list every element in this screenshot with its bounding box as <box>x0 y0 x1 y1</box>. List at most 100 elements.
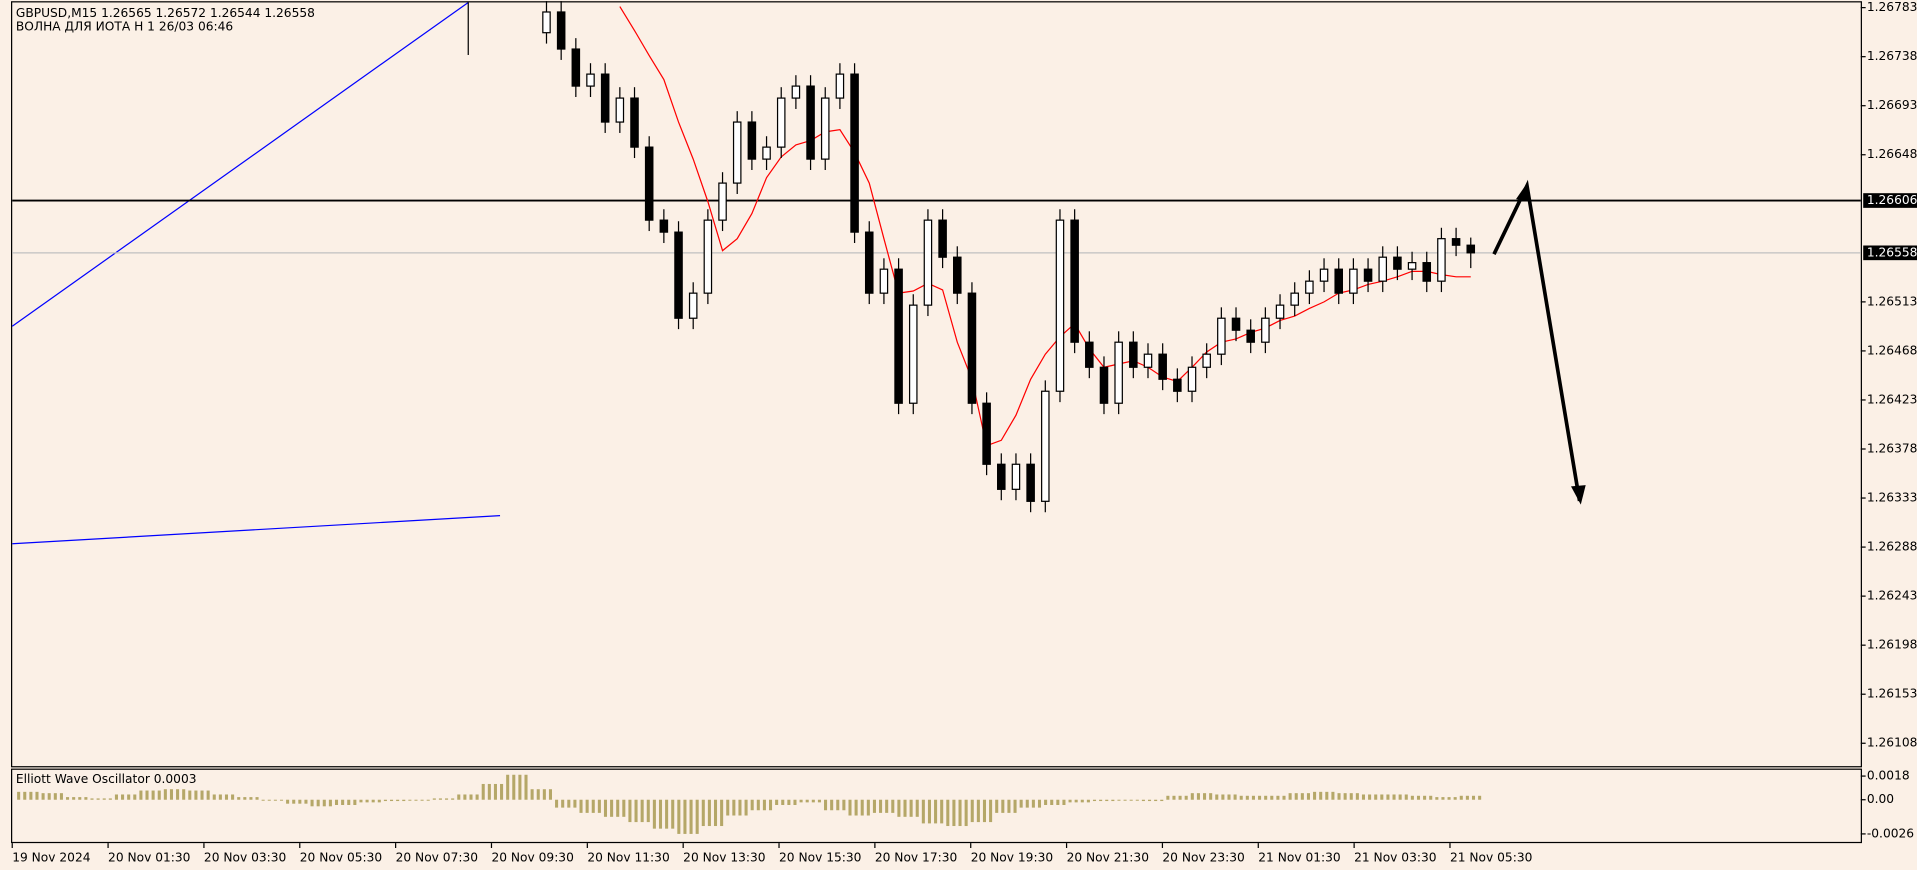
oscillator-bar <box>457 794 461 800</box>
oscillator-bar <box>1190 793 1194 800</box>
oscillator-bar <box>1313 791 1317 800</box>
candle-body <box>630 97 639 148</box>
oscillator-bar <box>1147 799 1152 802</box>
oscillator-bar <box>866 799 870 816</box>
oscillator-bar <box>1099 799 1103 802</box>
chart-subtitle: ВОЛНА ДЛЯ ИОТА Н 1 26/03 06:46 <box>16 19 233 33</box>
oscillator-bar <box>108 798 112 800</box>
x-tick-label: 21 Nov 03:30 <box>1354 850 1436 864</box>
oscillator-bar <box>371 799 375 803</box>
oscillator-bar <box>188 790 192 800</box>
oscillator-bar <box>231 794 235 800</box>
oscillator-bar <box>762 799 766 811</box>
x-tick-label: 20 Nov 23:30 <box>1162 850 1244 864</box>
oscillator-bar <box>879 799 883 813</box>
oscillator-bar <box>616 799 620 817</box>
oscillator-bar <box>964 799 968 827</box>
candle-body <box>732 121 742 184</box>
oscillator-bar <box>976 799 980 823</box>
oscillator-bar <box>121 794 125 800</box>
candle-body <box>1363 268 1373 282</box>
oscillator-bar <box>102 798 106 800</box>
candle-body <box>1173 378 1182 392</box>
oscillator-bar <box>334 799 339 805</box>
candle-body <box>600 73 610 123</box>
candle-body <box>762 146 771 160</box>
oscillator-bar <box>799 799 803 803</box>
oscillator-bar <box>1282 795 1286 800</box>
oscillator-bar <box>310 799 314 807</box>
oscillator-bar <box>286 799 290 804</box>
oscillator-bar <box>1044 799 1048 805</box>
oscillator-bar <box>817 799 821 803</box>
oscillator-bar <box>316 799 320 807</box>
plot: 1.26783 1.26738 1.26693 1.26648 1.26513 1.264… <box>11 0 1917 864</box>
oscillator-bar <box>53 793 57 800</box>
oscillator-bar <box>1319 791 1323 800</box>
oscillator-bar <box>1221 794 1225 800</box>
oscillator-bar <box>1092 799 1097 802</box>
oscillator-bar <box>775 799 779 805</box>
oscillator-bar <box>493 783 497 800</box>
oscillator-bar <box>41 793 45 800</box>
oscillator-bar <box>408 799 412 801</box>
oscillator-bar <box>860 799 864 816</box>
candle-body <box>747 121 757 160</box>
oscillator-bar <box>793 799 797 805</box>
candle-body <box>820 97 830 160</box>
oscillator-bar <box>701 799 705 827</box>
oscillator-bar <box>255 797 259 800</box>
oscillator-bar <box>658 799 663 829</box>
oscillator-bar <box>133 794 137 800</box>
oscillator-bar <box>451 798 455 800</box>
oscillator-bar <box>1423 795 1427 800</box>
oscillator-bar <box>463 794 467 800</box>
oscillator-bar <box>1001 799 1005 813</box>
x-tick-label: 20 Nov 11:30 <box>587 850 669 864</box>
oscillator-bar <box>677 799 681 834</box>
oscillator-bar <box>811 799 815 803</box>
candle-body <box>688 292 698 319</box>
oscillator-bar <box>995 799 999 813</box>
oscillator-bar <box>726 799 730 816</box>
oscillator-bar <box>377 799 381 803</box>
oscillator-bar <box>542 789 546 800</box>
candle-body <box>1085 341 1094 368</box>
oscillator-bar <box>1172 795 1176 800</box>
candle-body <box>718 182 727 221</box>
oscillator-bar <box>1276 795 1280 800</box>
candle-body <box>1143 353 1153 368</box>
oscillator-bar <box>353 799 357 805</box>
oscillator-bar <box>952 799 956 827</box>
oscillator-bar <box>182 789 186 800</box>
oscillator-bar <box>66 797 70 800</box>
x-tick-label: 20 Nov 09:30 <box>491 850 573 864</box>
oscillator-bar <box>1031 799 1035 808</box>
oscillator-bar <box>1361 794 1366 800</box>
oscillator-bar <box>1294 793 1298 800</box>
x-tick-label: 21 Nov 05:30 <box>1450 850 1532 864</box>
oscillator-bar <box>1398 794 1402 800</box>
oscillator-bar <box>646 799 650 823</box>
oscillator-bar <box>1227 794 1231 800</box>
oscillator-bar <box>90 798 94 800</box>
oscillator-bar <box>200 790 204 800</box>
oscillator-bar <box>469 794 473 800</box>
oscillator-bar <box>1288 793 1292 800</box>
oscillator-bar <box>194 790 198 800</box>
chart-title: GBPUSD,M15 1.26565 1.26572 1.26544 1.265… <box>16 6 315 20</box>
oscillator-bar <box>940 799 944 824</box>
oscillator-bar <box>872 799 876 813</box>
oscillator-bar <box>842 799 846 811</box>
oscillator-bar <box>830 799 834 811</box>
oscillator-bar <box>1349 793 1353 800</box>
candle-body <box>1114 341 1123 404</box>
oscillator-bar <box>921 799 925 824</box>
oscillator-bar <box>359 799 363 803</box>
candle-body <box>879 268 889 294</box>
oscillator-bar <box>805 799 809 803</box>
oscillator-bar <box>958 799 962 827</box>
y-tick-label: 1.26198 <box>1867 638 1917 652</box>
candle-body <box>571 48 581 87</box>
